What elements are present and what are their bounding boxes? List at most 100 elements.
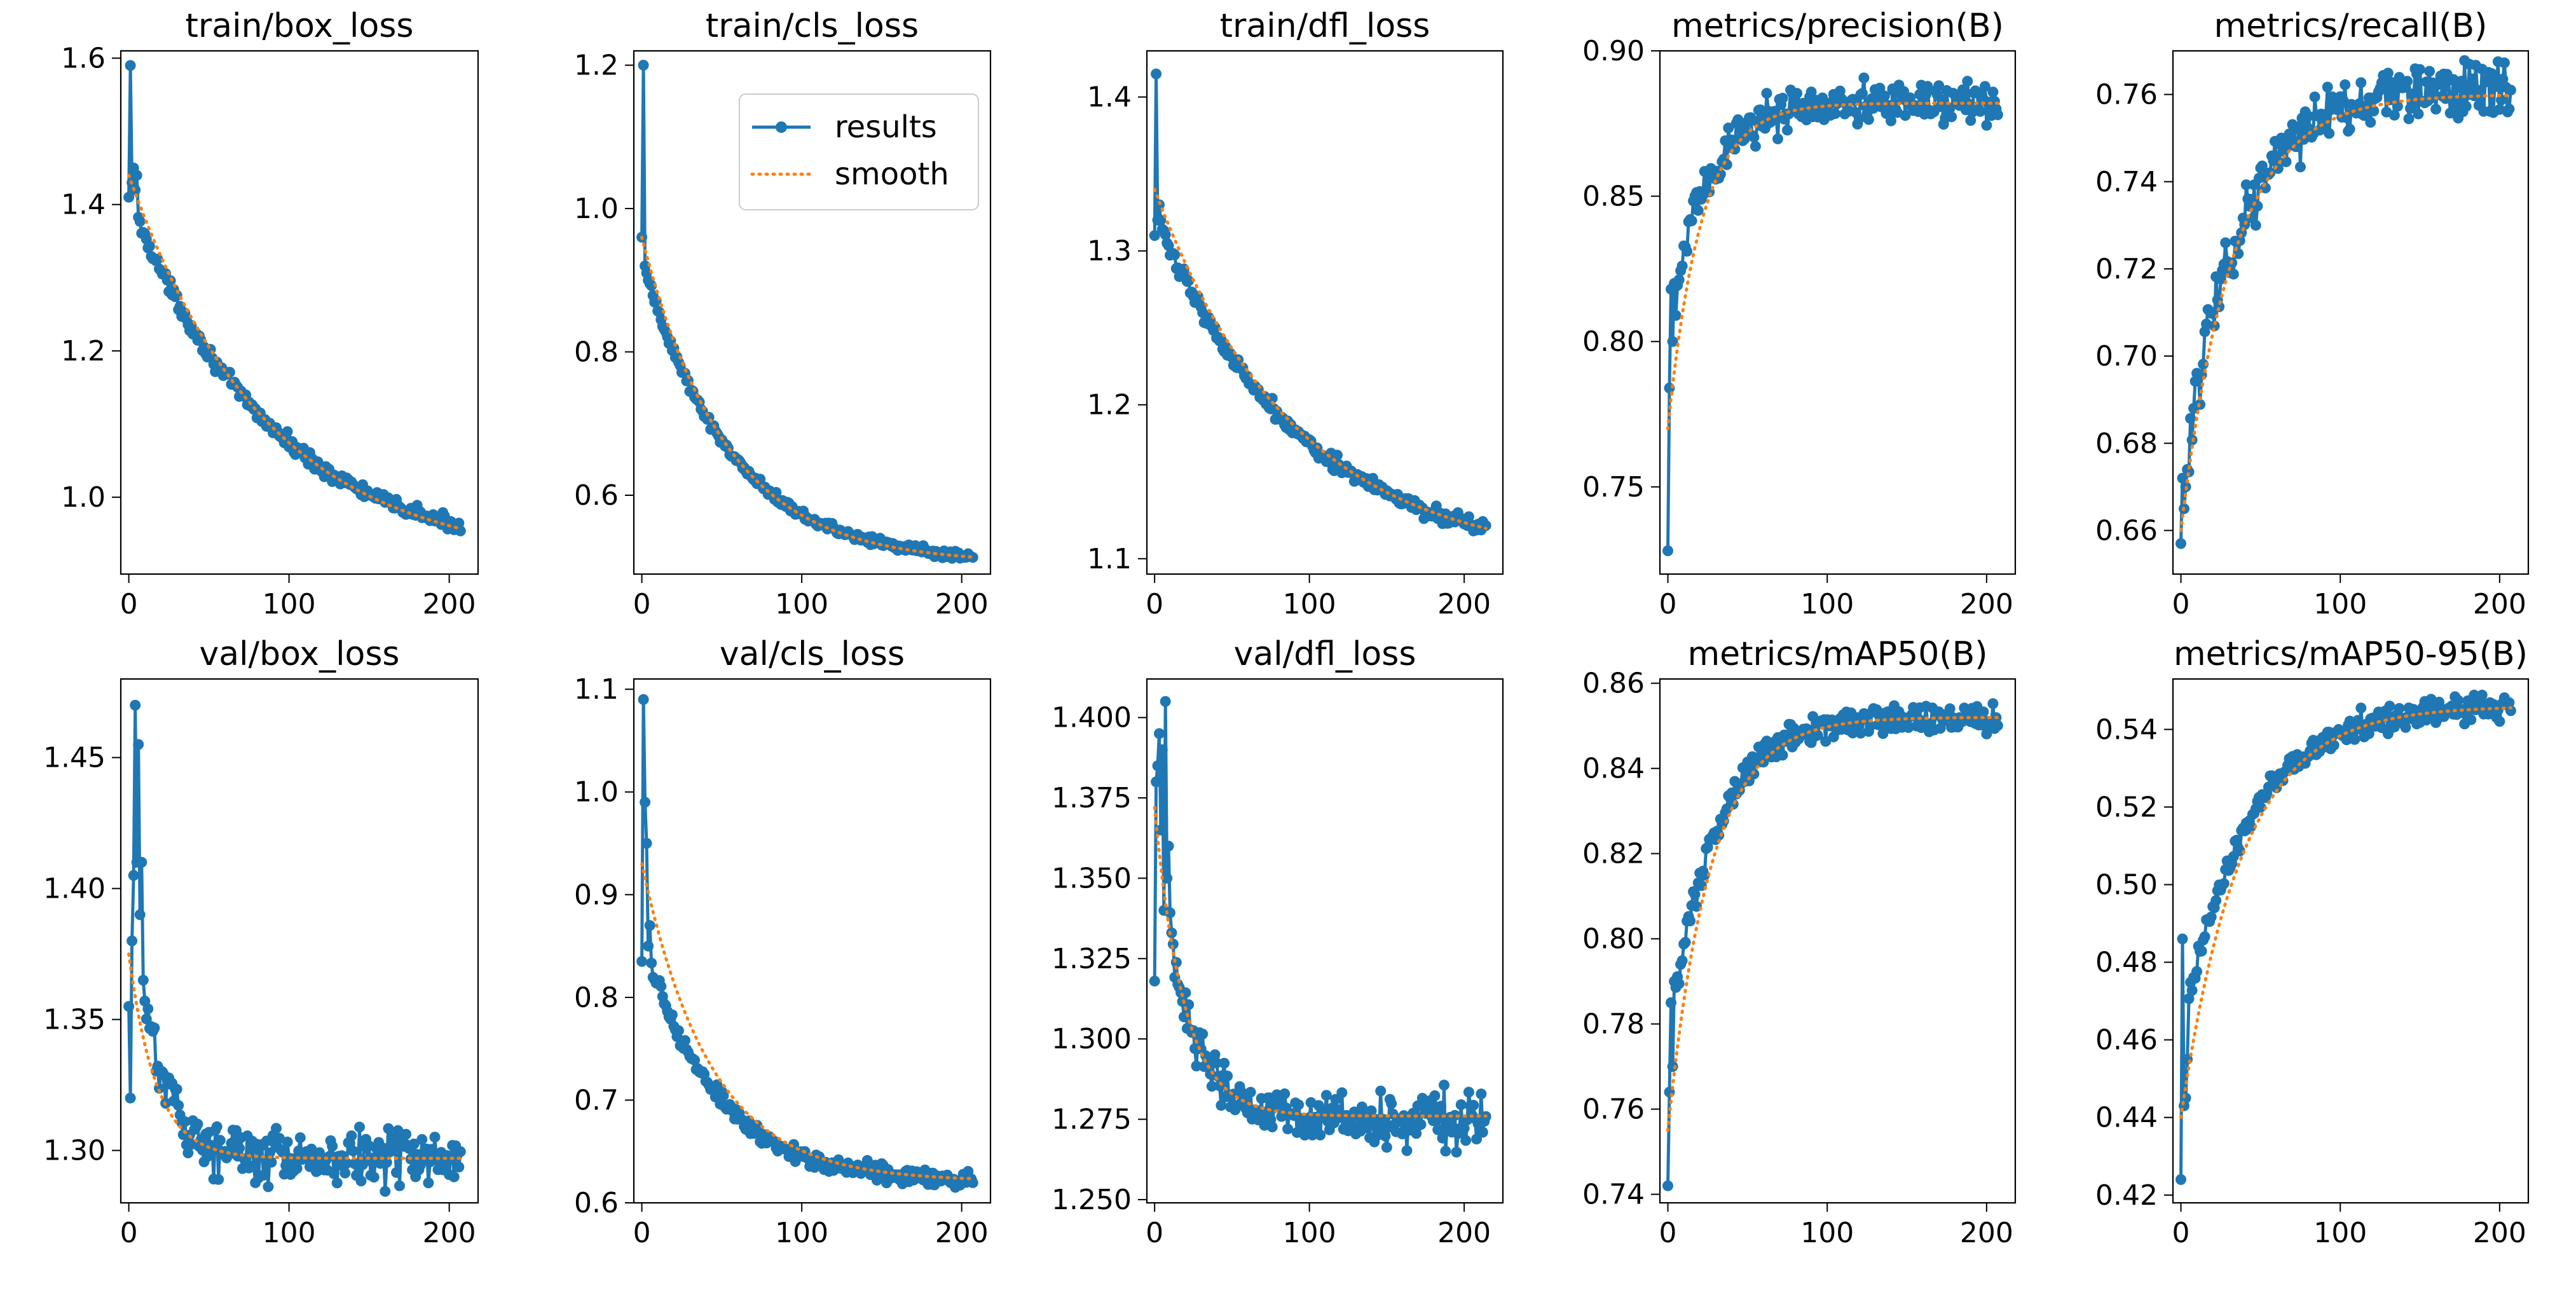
y-tick-label: 0.66 [2095,514,2158,547]
results-point [1863,114,1874,125]
y-tick-label: 0.50 [2095,868,2158,901]
legend: results smooth [739,93,979,210]
results-point [1946,111,1957,123]
results-point [1222,1071,1233,1081]
plot-area [123,60,466,537]
results-point [2328,739,2340,751]
results-point [391,1167,402,1178]
results-point [2292,141,2303,153]
results-point [2403,113,2415,125]
x-tick-label: 200 [1960,588,2013,620]
results-point [2402,76,2413,87]
results-point [213,1174,224,1185]
results-point [2228,268,2239,280]
results-point [1375,1085,1387,1097]
results-point [2218,878,2230,889]
y-tick-label: 0.85 [1582,181,1645,213]
y-tick-label: 0.8 [574,336,619,369]
y-tick-label: 0.80 [1582,326,1645,358]
results-point [2209,320,2220,332]
smooth-line [127,174,462,530]
results-point [2384,701,2395,712]
x-tick-label: 100 [1283,1217,1336,1249]
subplot-metrics-recall-b-: metrics/recall(B) 0 100 200 0.66 0.68 0.70 0.72… [2095,7,2530,620]
results-point [2460,100,2472,112]
results-point [211,1121,223,1132]
axes-frame [1146,50,1504,575]
chart-title: train/cls_loss [706,7,919,45]
results-point [1788,722,1800,734]
x-tick-label: 0 [633,1217,651,1249]
y-tick-label: 1.325 [1052,943,1132,975]
results-point [2322,81,2333,93]
results-point [142,1003,154,1015]
results-point [1922,81,1933,92]
x-tick-label: 0 [633,588,651,620]
results-point [2255,802,2266,813]
results-point [1336,1087,1348,1099]
results-point [2476,689,2488,701]
results-point [266,1156,277,1168]
results-point [182,1148,194,1158]
results-point [1978,706,1989,718]
y-tick-label: 1.350 [1052,862,1132,894]
results-point [967,552,978,563]
results-point [426,1144,437,1155]
results-point [643,940,654,952]
results-point [1151,776,1162,788]
results-point [2363,728,2374,739]
results-point [646,280,657,291]
axes-frame [633,50,992,575]
subplot-metrics-map50-b-: metrics/mAP50(B) 0 100 200 0.74 0.76 0.78 0.80 0… [1582,635,2017,1249]
y-tick-label: 1.2 [61,335,106,367]
results-point [2183,466,2195,477]
y-tick-label: 1.30 [43,1135,106,1167]
results-point [1676,260,1688,271]
x-tick-label: 0 [1659,1217,1677,1249]
plot-area [1662,72,2003,556]
results-point [1154,728,1165,739]
results-point [144,240,155,252]
results-point [1866,93,1877,104]
results-point [271,1123,282,1134]
results-point [1191,1060,1202,1072]
x-tick-label: 100 [1283,588,1336,620]
results-point [2494,716,2505,727]
y-tick-label: 0.54 [2095,713,2158,746]
results-point [149,1022,160,1034]
results-point [1812,729,1823,741]
plot-area [123,699,466,1197]
results-point [1879,90,1890,102]
results-point [638,694,649,705]
results-point [638,60,649,71]
y-tick-label: 1.1 [574,673,619,706]
results-point [133,739,144,750]
results-point [1197,1029,1209,1039]
results-point [1165,907,1175,919]
results-line [2179,693,2512,1180]
results-point [1458,1123,1470,1134]
results-point [1401,1145,1413,1156]
subplot-train-dfl-loss: train/dfl_loss 0 100 200 1.1 1.2 1.3 1.4 [1087,7,1504,620]
results-point [1853,113,1865,125]
x-tick-label: 100 [263,588,316,620]
x-tick-label: 0 [120,588,138,620]
results-point [173,1100,184,1111]
results-point [2456,76,2467,87]
results-point [1944,703,1956,715]
results-point [1439,1079,1449,1091]
results-point [125,1092,136,1104]
results-point [2344,123,2355,135]
results-point [2406,88,2418,100]
results-point [1979,81,1990,92]
results-point [2352,715,2364,726]
y-tick-label: 0.46 [2095,1024,2158,1057]
chart-title: train/dfl_loss [1220,7,1430,45]
y-tick-label: 0.86 [1582,668,1645,700]
y-tick-label: 1.0 [574,776,619,809]
results-point [1149,975,1160,987]
results-point [1156,744,1168,755]
results-point [1380,1130,1391,1142]
results-point [1662,545,1673,556]
plot-area [1149,68,1491,537]
